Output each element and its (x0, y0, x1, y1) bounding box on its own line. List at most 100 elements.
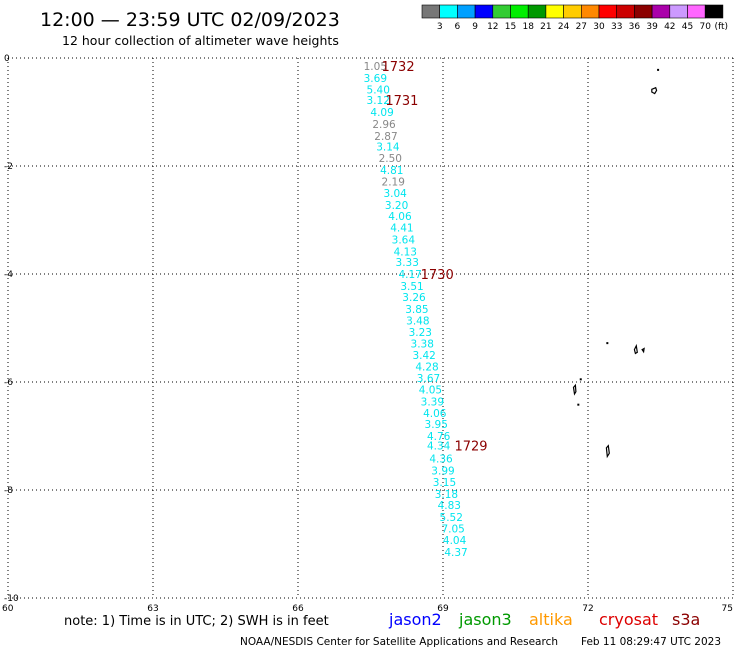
legend-swatch (439, 4, 458, 19)
wave-height-value: 4.76 (427, 431, 451, 443)
wave-height-value: 3.48 (406, 315, 429, 327)
y-tick-label: -8 (4, 486, 13, 496)
wave-height-value: 3.38 (411, 339, 434, 351)
legend-swatch (580, 4, 600, 19)
island-outline (572, 383, 577, 396)
islet (657, 68, 660, 71)
wave-height-value: 4.37 (444, 547, 467, 559)
legend-swatch (510, 4, 529, 19)
wave-height-value: 3.99 (431, 466, 454, 478)
satellite-altika: altika (529, 610, 573, 629)
legend-label: 36 (629, 22, 641, 32)
wave-height-value: 2.50 (379, 153, 402, 165)
legend-label: 18 (522, 22, 534, 32)
legend-label: 39 (646, 22, 658, 32)
wave-height-value: 3.51 (400, 281, 423, 293)
pass-time-label: 1730 (421, 268, 454, 283)
wave-height-value: 7.05 (441, 523, 464, 535)
wave-height-value: 3.39 (421, 396, 444, 408)
legend-unit: (ft) (714, 22, 728, 32)
wave-height-value: 4.06 (388, 211, 412, 223)
legend-label: 33 (611, 22, 622, 32)
legend-label: 45 (682, 22, 693, 32)
wave-height-value: 4.17 (398, 269, 421, 281)
wave-height-value: 4.36 (429, 454, 453, 466)
legend-label: 27 (576, 22, 587, 32)
legend-swatch (651, 4, 671, 19)
lat-lon-grid (7, 57, 734, 599)
y-tick-label: 0 (4, 54, 10, 64)
wave-height-value: 3.64 (392, 234, 416, 246)
islet (606, 342, 609, 345)
axis-tick-labels: 60 63 66 69 72 75 0 -2 -4 -6 -8 -10 (2, 54, 733, 614)
satellite-jason3: jason3 (458, 610, 512, 629)
wave-height-value: 3.14 (376, 142, 400, 154)
x-tick-label: 60 (2, 604, 14, 614)
x-tick-label: 63 (147, 604, 158, 614)
legend-swatch (527, 4, 547, 19)
map-subtitle: 12 hour collection of altimeter wave hei… (62, 33, 339, 48)
legend-swatch (492, 4, 511, 19)
wave-height-value: 3.18 (435, 489, 458, 501)
y-tick-label: -6 (4, 378, 13, 388)
wave-height-value: 4.09 (370, 107, 393, 119)
legend-swatch (598, 4, 618, 19)
legend-swatch (616, 4, 635, 19)
color-legend: 3 6 9 12 15 18 21 24 27 30 33 36 39 42 45 70 (ft) (421, 4, 728, 32)
footer-credit: NOAA/NESDIS Center for Satellite Applica… (240, 636, 558, 648)
wave-height-value: 4.28 (415, 361, 438, 373)
island-outline (651, 86, 658, 95)
wave-height-value: 1.05 (364, 61, 387, 73)
legend-label: 9 (472, 22, 478, 32)
wave-height-value: 4.04 (443, 535, 467, 547)
legend-label: 6 (455, 22, 461, 32)
wave-height-value: 4.41 (390, 223, 413, 235)
legend-swatch (704, 4, 724, 19)
wave-height-value: 4.06 (423, 408, 447, 420)
footer-timestamp: Feb 11 08:29:47 UTC 2023 (581, 636, 721, 648)
y-tick-label: -2 (4, 162, 13, 172)
island-outline (605, 444, 610, 459)
legend-swatch (421, 4, 441, 19)
wave-height-value: 3.67 (417, 373, 440, 385)
legend-label: 12 (487, 22, 498, 32)
wave-height-value: 2.96 (372, 119, 396, 131)
wave-height-value: 5.40 (367, 84, 390, 96)
legend-swatch (457, 4, 476, 19)
wave-height-value: 4.05 (419, 385, 442, 397)
wave-height-value: 3.23 (409, 327, 432, 339)
x-tick-label: 69 (437, 604, 449, 614)
wave-height-value: 4.81 (380, 165, 403, 177)
legend-swatch (634, 4, 653, 19)
legend-label: 15 (505, 22, 516, 32)
wave-height-value: 3.04 (383, 188, 407, 200)
satellite-jason2: jason2 (388, 610, 442, 629)
pass-time-label: 1732 (382, 60, 415, 75)
altimeter-track: 1.053.695.403.124.092.962.873.142.504.81… (364, 60, 488, 559)
islands (572, 68, 660, 459)
legend-label: 30 (593, 22, 605, 32)
wave-height-value: 3.33 (396, 257, 419, 269)
wave-height-value: 4.13 (394, 246, 417, 258)
wave-height-value: 4.34 (427, 441, 451, 453)
map-title: 12:00 — 23:59 UTC 02/09/2023 (40, 9, 340, 31)
wave-height-value: 2.87 (374, 131, 397, 143)
wave-height-value: 5.52 (440, 512, 463, 524)
x-tick-label: 66 (292, 604, 304, 614)
island-outline (641, 347, 645, 354)
satellite-cryosat: cryosat (599, 610, 658, 629)
legend-label: 24 (558, 22, 570, 32)
wave-height-value: 3.15 (433, 477, 456, 489)
islet (579, 378, 582, 381)
legend-swatch (687, 4, 706, 19)
legend-label: 3 (437, 22, 443, 32)
legend-label: 42 (664, 22, 675, 32)
footer-note: note: 1) Time is in UTC; 2) SWH is in fe… (64, 614, 329, 629)
wave-height-value: 3.20 (385, 200, 408, 212)
y-tick-label: -10 (4, 594, 19, 604)
wave-height-value: 3.12 (367, 95, 390, 107)
pass-time-label: 1729 (454, 440, 487, 455)
wave-height-value: 3.69 (364, 73, 387, 85)
x-tick-label: 72 (582, 604, 593, 614)
